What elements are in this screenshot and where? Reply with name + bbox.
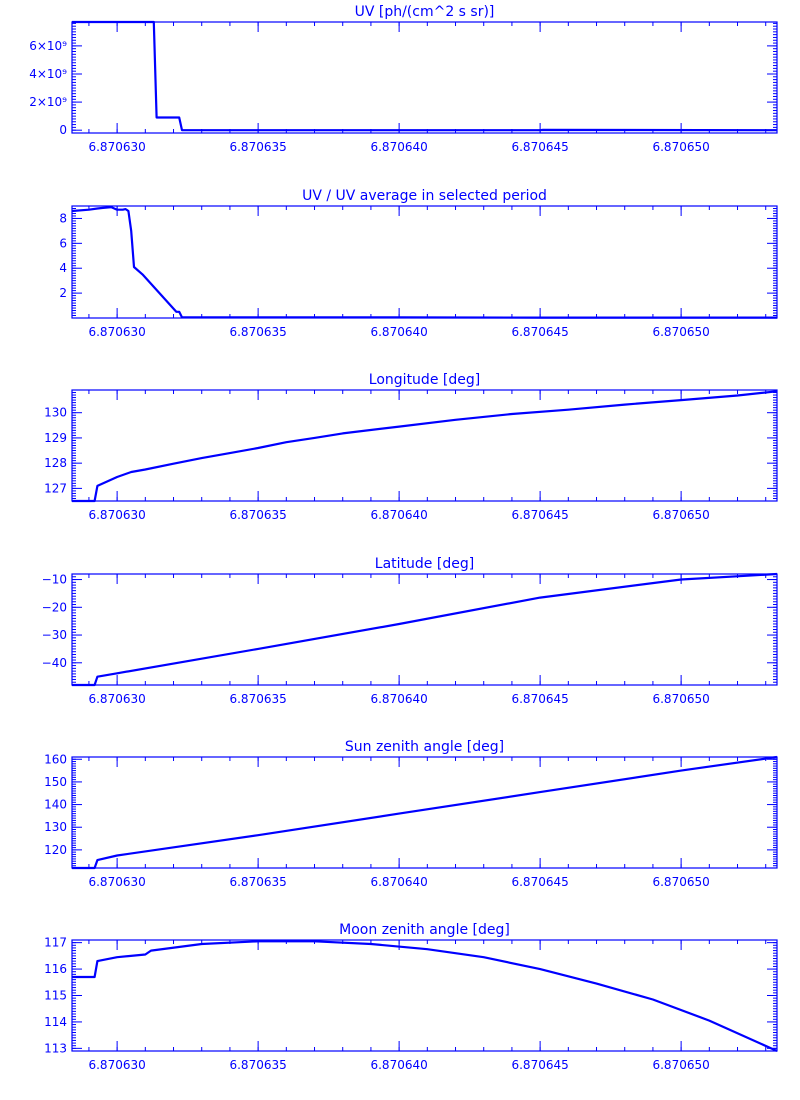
y-tick-label: 130 xyxy=(44,820,67,834)
y-tick-label: 8 xyxy=(59,211,67,225)
x-tick-label: 6.870650 xyxy=(652,1058,709,1072)
x-tick-label: 6.870640 xyxy=(370,140,427,154)
data-line xyxy=(72,20,778,132)
x-tick-label: 6.870645 xyxy=(511,140,568,154)
x-tick-label: 6.870645 xyxy=(511,875,568,889)
y-tick-label: −20 xyxy=(42,600,67,614)
y-tick-label: 128 xyxy=(44,456,67,470)
x-tick-label: 6.870630 xyxy=(88,692,145,706)
plot-frame xyxy=(71,573,778,686)
chart-title: UV / UV average in selected period xyxy=(302,188,547,204)
plot-frame xyxy=(71,205,778,319)
plot-frame xyxy=(71,21,778,134)
x-tick-label: 6.870645 xyxy=(511,508,568,522)
chart-title: Longitude [deg] xyxy=(369,372,480,388)
chart-title: Moon zenith angle [deg] xyxy=(339,922,510,938)
y-tick-label: −30 xyxy=(42,628,67,642)
y-tick-label: 129 xyxy=(44,431,67,445)
x-tick-label: 6.870635 xyxy=(229,508,286,522)
y-tick-label: 150 xyxy=(44,775,67,789)
x-tick-label: 6.870635 xyxy=(229,1058,286,1072)
x-tick-label: 6.870635 xyxy=(229,875,286,889)
y-tick-label: 2×10⁹ xyxy=(29,95,67,109)
x-tick-label: 6.870650 xyxy=(652,875,709,889)
y-tick-label: 116 xyxy=(44,962,67,976)
x-tick-label: 6.870635 xyxy=(229,140,286,154)
y-tick-label: 4 xyxy=(59,261,67,275)
chart-panel-5: Sun zenith angle [deg] 6.870630 6.870635 6.… xyxy=(44,739,778,889)
y-tick-label: 120 xyxy=(44,843,67,857)
x-tick-label: 6.870635 xyxy=(229,325,286,339)
chart-panel-4: Latitude [deg] 6.870630 6.870635 6.870640 6.… xyxy=(42,556,778,706)
x-tick-label: 6.870650 xyxy=(652,140,709,154)
x-tick-label: 6.870640 xyxy=(370,508,427,522)
chart-panel-1: UV [ph/(cm^2 s sr)] 6.870630 6.870635 6.870… xyxy=(29,4,778,154)
y-tick-label: −40 xyxy=(42,656,67,670)
y-tick-label: 4×10⁹ xyxy=(29,67,67,81)
x-tick-label: 6.870645 xyxy=(511,692,568,706)
y-tick-label: 127 xyxy=(44,481,67,495)
y-tick-label: 6 xyxy=(59,236,67,250)
x-tick-label: 6.870650 xyxy=(652,508,709,522)
y-tick-label: 113 xyxy=(44,1041,67,1055)
x-tick-label: 6.870650 xyxy=(652,692,709,706)
plot-frame xyxy=(71,939,778,1052)
x-tick-label: 6.870630 xyxy=(88,508,145,522)
x-tick-label: 6.870640 xyxy=(370,1058,427,1072)
data-line xyxy=(71,206,777,319)
x-tick-label: 6.870645 xyxy=(511,325,568,339)
data-line xyxy=(72,940,778,1053)
y-tick-label: 114 xyxy=(44,1015,67,1029)
y-tick-label: −10 xyxy=(42,573,67,587)
chart-panel-3: Longitude [deg] 6.870630 6.870635 6.870640 6… xyxy=(44,372,778,522)
plot-frame xyxy=(71,756,778,869)
y-tick-label: 115 xyxy=(44,989,67,1003)
y-tick-label: 130 xyxy=(44,406,67,420)
x-tick-label: 6.870630 xyxy=(88,875,145,889)
x-tick-label: 6.870635 xyxy=(229,692,286,706)
y-tick-label: 140 xyxy=(44,798,67,812)
data-line xyxy=(72,572,778,687)
chart-title: UV [ph/(cm^2 s sr)] xyxy=(355,4,495,20)
x-tick-label: 6.870650 xyxy=(652,325,709,339)
x-tick-label: 6.870630 xyxy=(88,140,145,154)
x-tick-label: 6.870640 xyxy=(370,325,427,339)
x-tick-label: 6.870630 xyxy=(88,1058,145,1072)
y-tick-label: 160 xyxy=(44,752,67,766)
data-line xyxy=(72,755,778,870)
chart-title: Sun zenith angle [deg] xyxy=(345,739,504,755)
y-tick-label: 2 xyxy=(59,286,67,300)
chart-title: Latitude [deg] xyxy=(375,556,474,572)
y-tick-label: 6×10⁹ xyxy=(29,39,67,53)
plot-frame xyxy=(71,389,778,502)
data-line xyxy=(72,390,778,503)
x-tick-label: 6.870640 xyxy=(370,875,427,889)
x-tick-label: 6.870645 xyxy=(511,1058,568,1072)
y-tick-label: 117 xyxy=(44,936,67,950)
x-tick-label: 6.870640 xyxy=(370,692,427,706)
chart-panel-6: Moon zenith angle [deg] 6.870630 6.870635 6… xyxy=(44,922,778,1072)
chart-panel-2: UV / UV average in selected period 6.8706… xyxy=(59,188,778,339)
y-tick-label: 0 xyxy=(59,123,67,137)
x-tick-label: 6.870630 xyxy=(88,325,145,339)
